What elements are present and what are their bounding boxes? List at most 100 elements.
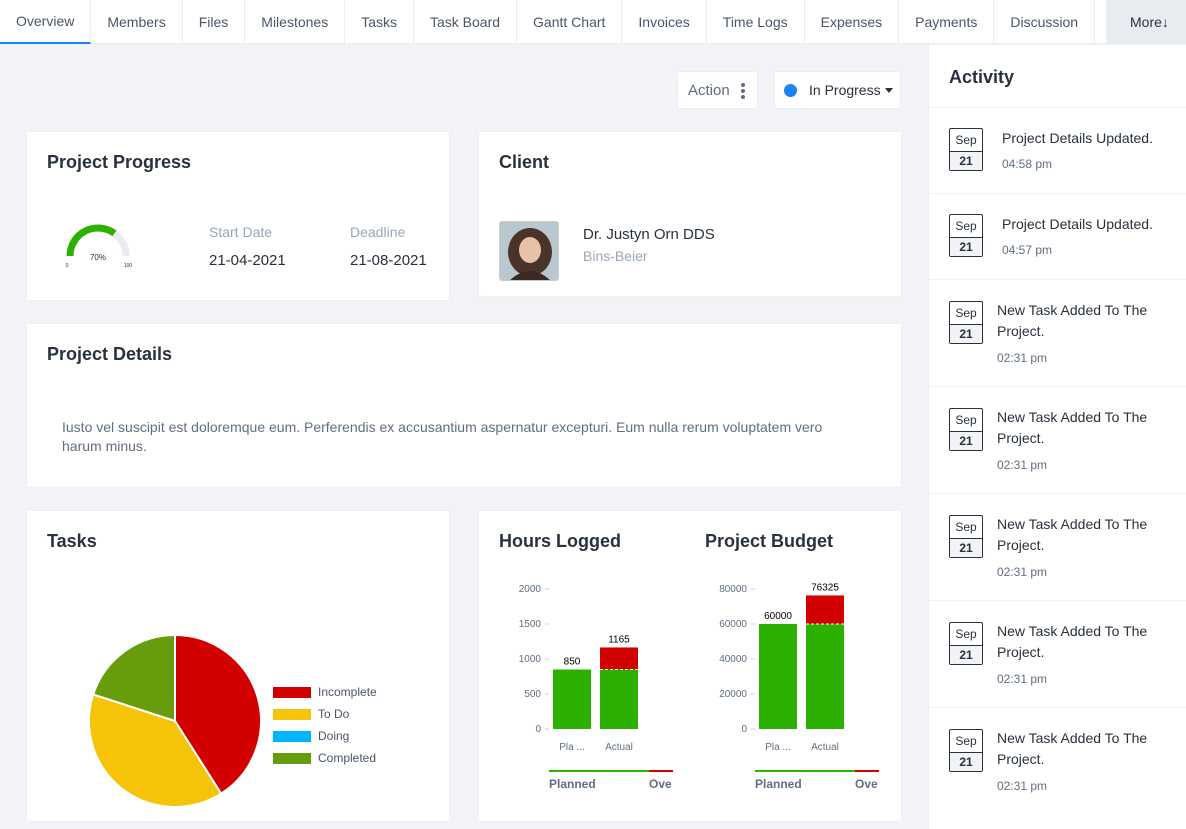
activity-text: New Task Added To The Project. (997, 409, 1148, 446)
pie-slice-to-do[interactable] (88, 693, 223, 808)
client-title: Client (499, 152, 550, 172)
tab-gantt-chart[interactable]: Gantt Chart (517, 0, 623, 44)
project-progress-card: Project Progress 70% 0 100 Start Date 21… (26, 131, 450, 301)
y-tick-label: 20000 (719, 689, 747, 700)
calendar-month: Sep (950, 516, 982, 539)
calendar-date-badge: Sep 21 (949, 408, 983, 451)
legend-over-label: Ove (649, 777, 672, 789)
calendar-date-badge: Sep 21 (949, 729, 983, 772)
legend-swatch (273, 686, 311, 698)
calendar-month: Sep (950, 730, 982, 753)
activity-item[interactable]: Sep 21 New Task Added To The Project. 02:31… (929, 386, 1186, 493)
hours-logged-title: Hours Logged (499, 531, 621, 551)
bar-value-label: 850 (564, 657, 581, 668)
progress-gauge: 70% 0 100 (66, 224, 133, 267)
x-tick-label: Actual (605, 742, 633, 753)
x-tick-label: Pla ... (765, 742, 791, 753)
hours-logged-chart: 0 500 1000 1500 2000 850 Pla ... 1165 Actual Plan… (519, 584, 673, 789)
activity-panel: Activity Sep 21 Project Details Updated. 04… (928, 45, 1186, 829)
tab-task-board[interactable]: Task Board (414, 0, 518, 44)
y-tick-label: 2000 (519, 584, 542, 595)
status-dropdown[interactable]: In Progress (774, 71, 901, 109)
activity-item[interactable]: Sep 21 Project Details Updated. 04:58 pm (929, 107, 1186, 193)
legend-label: Completed (318, 751, 377, 765)
tab-expenses[interactable]: Expenses (805, 0, 900, 44)
activity-text: New Task Added To The Project. (997, 623, 1148, 660)
y-tick-label: 80000 (719, 584, 747, 595)
tab-more[interactable]: More↓ (1106, 0, 1186, 44)
project-progress-title: Project Progress (47, 152, 192, 172)
calendar-month: Sep (950, 302, 982, 325)
project-budget-chart: 0 20000 40000 60000 80000 60000 Pla ... 76325 Ac… (719, 582, 879, 789)
project-details-text: Iusto vel suscipit est doloremque eum. P… (62, 419, 823, 454)
tasks-legend: Incomplete To Do Doing Completed (273, 681, 377, 769)
deadline-label: Deadline (350, 224, 406, 240)
activity-time: 02:31 pm (997, 458, 1048, 472)
legend-swatch (273, 730, 311, 742)
bar-over-segment (806, 595, 844, 624)
calendar-date-badge: Sep 21 (949, 128, 983, 171)
tab-milestones[interactable]: Milestones (245, 0, 346, 44)
tab-payments[interactable]: Payments (899, 0, 995, 44)
bar-over-segment (600, 647, 638, 670)
y-tick-label: 0 (741, 724, 747, 735)
activity-time: 02:31 pm (997, 779, 1048, 793)
y-tick-label: 1000 (519, 654, 542, 665)
calendar-date-badge: Sep 21 (949, 214, 983, 257)
tab-tasks[interactable]: Tasks (345, 0, 414, 44)
legend-label: Doing (318, 729, 350, 743)
activity-item[interactable]: Sep 21 New Task Added To The Project. 02:31… (929, 600, 1186, 707)
status-label: In Progress (809, 82, 881, 98)
calendar-day: 21 (950, 238, 982, 256)
bar-planned-segment (806, 624, 844, 729)
activity-text: New Task Added To The Project. (997, 730, 1148, 767)
client-avatar[interactable] (499, 221, 559, 281)
calendar-day: 21 (950, 152, 982, 170)
tasks-title: Tasks (47, 531, 97, 551)
legend-label: Incomplete (318, 685, 377, 699)
calendar-day: 21 (950, 539, 982, 557)
tab-members[interactable]: Members (91, 0, 183, 44)
legend-planned-label: Planned (755, 777, 802, 789)
gauge-max-label: 100 (124, 263, 133, 267)
legend-item-incomplete[interactable]: Incomplete (273, 681, 377, 703)
activity-time: 02:31 pm (997, 351, 1048, 365)
project-details-title: Project Details (47, 344, 173, 364)
tab-files[interactable]: Files (183, 0, 246, 44)
legend-swatch (273, 752, 311, 764)
calendar-day: 21 (950, 753, 982, 771)
gauge-min-label: 0 (66, 263, 69, 267)
tab-overview[interactable]: Overview (0, 0, 92, 44)
tab-time-logs[interactable]: Time Logs (707, 0, 805, 44)
calendar-month: Sep (950, 409, 982, 432)
gauge-fill (66, 224, 117, 257)
activity-item[interactable]: Sep 21 New Task Added To The Project. 02:31… (929, 279, 1186, 386)
tasks-pie-chart (88, 633, 262, 808)
project-tabs: Overview Members Files Milestones Tasks … (0, 0, 1186, 44)
legend-item-to-do[interactable]: To Do (273, 703, 377, 725)
activity-item[interactable]: Sep 21 New Task Added To The Project. 02:31… (929, 707, 1186, 814)
legend-planned-label: Planned (549, 777, 596, 789)
action-button[interactable]: Action (677, 71, 758, 109)
avatar-image (500, 222, 558, 280)
x-tick-label: Actual (811, 742, 839, 753)
activity-item[interactable]: Sep 21 New Task Added To The Project. 02:31… (929, 493, 1186, 600)
gauge-value-label: 70% (90, 253, 106, 262)
legend-item-completed[interactable]: Completed (273, 747, 377, 769)
calendar-date-badge: Sep 21 (949, 622, 983, 665)
calendar-month: Sep (950, 623, 982, 646)
project-budget-title: Project Budget (705, 531, 834, 551)
hours-budget-card: Hours Logged Project Budget 0 500 1000 1500… (478, 510, 902, 822)
pie-slice-completed[interactable] (91, 633, 176, 723)
deadline-value: 21-08-2021 (350, 252, 427, 269)
legend-over-label: Ove (855, 777, 878, 789)
activity-time: 04:57 pm (1002, 243, 1053, 257)
y-tick-label: 500 (524, 689, 541, 700)
tab-invoices[interactable]: Invoices (622, 0, 707, 44)
legend-item-doing[interactable]: Doing (273, 725, 377, 747)
client-name[interactable]: Dr. Justyn Orn DDS (583, 226, 715, 243)
calendar-month: Sep (950, 129, 982, 152)
tab-discussion[interactable]: Discussion (994, 0, 1096, 44)
activity-item[interactable]: Sep 21 Project Details Updated. 04:57 pm (929, 193, 1186, 279)
bar-value-label: 60000 (764, 611, 792, 622)
